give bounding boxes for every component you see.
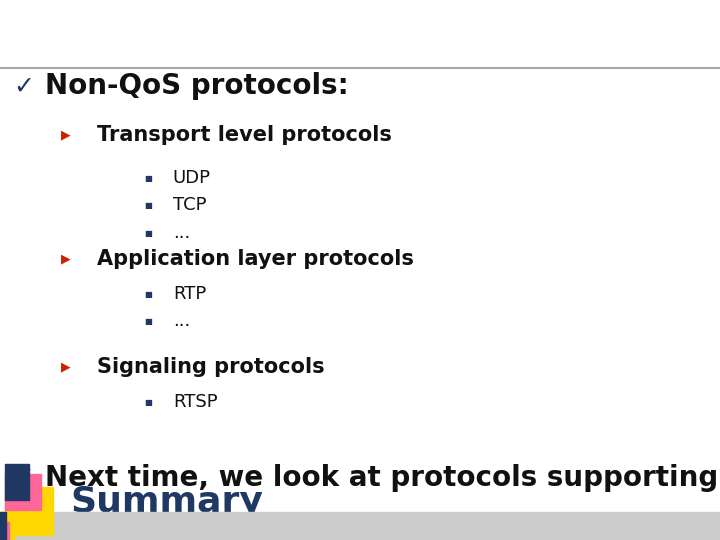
Text: ▶: ▶ <box>61 129 71 141</box>
Text: ...: ... <box>173 224 190 242</box>
Text: ■: ■ <box>144 317 152 326</box>
Text: RTSP: RTSP <box>173 393 217 411</box>
Bar <box>0 512 14 540</box>
Text: ■: ■ <box>144 201 152 210</box>
Text: UDP: UDP <box>173 169 211 187</box>
Text: 2003  Carsten Griwodz & Pål Halvorsen: 2003 Carsten Griwodz & Pål Halvorsen <box>498 521 702 531</box>
Bar <box>5 464 29 500</box>
Text: Next time, we look at protocols supporting QoS: Next time, we look at protocols supporti… <box>45 464 720 492</box>
Text: Transport level protocols: Transport level protocols <box>97 125 392 145</box>
Text: ✓: ✓ <box>13 466 34 490</box>
Text: ■: ■ <box>144 229 152 238</box>
Text: ■: ■ <box>144 290 152 299</box>
Text: ■: ■ <box>144 398 152 407</box>
Bar <box>5 474 41 510</box>
Text: TCP: TCP <box>173 196 207 214</box>
Text: Non-QoS protocols:: Non-QoS protocols: <box>45 72 348 100</box>
Text: ✓: ✓ <box>13 75 34 98</box>
Bar <box>0 512 720 540</box>
Text: ■: ■ <box>144 174 152 183</box>
Text: ▶: ▶ <box>61 253 71 266</box>
Bar <box>5 487 53 535</box>
Text: ...: ... <box>173 312 190 330</box>
Text: Summary: Summary <box>70 485 263 519</box>
Bar <box>0 522 9 540</box>
Text: ▶: ▶ <box>61 361 71 374</box>
Text: RTP: RTP <box>173 285 206 303</box>
Text: INF5070 – media storage and distribution systems: INF5070 – media storage and distribution… <box>22 521 284 531</box>
Text: Signaling protocols: Signaling protocols <box>97 357 325 377</box>
Bar <box>0 512 6 540</box>
Text: Application layer protocols: Application layer protocols <box>97 249 414 269</box>
